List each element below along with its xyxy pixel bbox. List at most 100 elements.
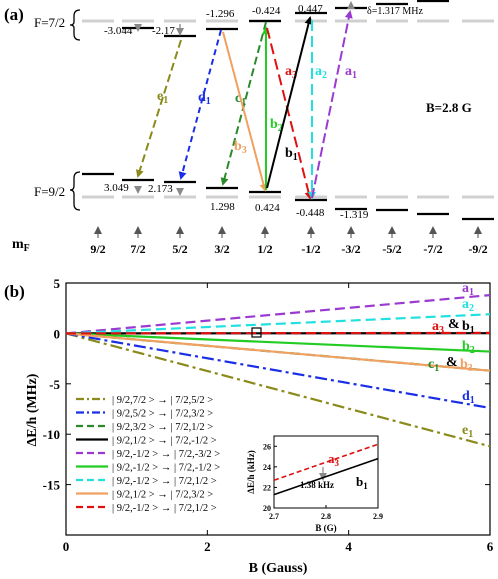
y-tick-label: -15 <box>43 478 61 493</box>
upper-shift: 0.447 <box>298 3 323 15</box>
line-label-subscript: 1 <box>470 395 475 406</box>
transition-b1-label: b1 <box>285 146 298 163</box>
x-tick-label: 4 <box>345 539 352 554</box>
transition-letter: b <box>285 146 293 161</box>
inset-x-tick-label: 2.9 <box>373 512 383 521</box>
transition-arrows: e1d1c1b3b2a3b1a2a1 <box>135 10 357 200</box>
inset-b-sub: 1 <box>363 481 368 491</box>
legend-entry: | 9/2,1/2 > → | 7/2,3/2 > <box>112 490 213 501</box>
mf-value: 3/2 <box>214 242 229 256</box>
f-upper-brace <box>69 9 81 41</box>
inset-y-label: ΔE/h (kHz) <box>246 450 256 493</box>
line-label-c1: c1 <box>428 357 439 374</box>
inset-a-main: a <box>328 451 335 466</box>
inset-x-tick-label: 2.7 <box>269 512 279 521</box>
line-label-subscript: 1 <box>434 363 439 374</box>
transition-letter: a <box>285 64 292 79</box>
lower-shift: -0.448 <box>296 207 325 219</box>
x-axis-label: B (Gauss) <box>249 561 308 576</box>
mf-value: -3/2 <box>341 242 360 256</box>
f-upper-label: F=7/2 <box>34 15 65 30</box>
series-line-8 <box>65 332 491 372</box>
transition-subscript: 2 <box>322 70 327 81</box>
inset-x-tick-label: 2.8 <box>321 512 331 521</box>
upper-shift: -2.17 <box>152 25 175 37</box>
mf-value: -5/2 <box>382 242 401 256</box>
y-axis-label: ΔE/h (MHz) <box>25 373 40 446</box>
line-label-letter: a <box>462 281 469 296</box>
inset-b-main: b <box>356 474 363 489</box>
transition-letter: c <box>235 91 241 106</box>
transition-subscript: 3 <box>242 145 247 156</box>
transition-b2-label: b2 <box>270 117 283 134</box>
transition-subscript: 1 <box>241 97 246 108</box>
transition-a2-label: a2 <box>315 64 327 81</box>
series-line-1 <box>65 332 491 448</box>
transition-subscript: 1 <box>163 95 168 106</box>
legend-entry: | 9/2,7/2 > → | 7/2,5/2 > <box>112 395 213 406</box>
f-lower-brace <box>69 171 81 211</box>
transition-c1-label: c1 <box>235 91 246 108</box>
line-label-subscript: 2 <box>469 303 474 314</box>
transition-d1-label: d1 <box>198 90 211 107</box>
lower-shift: 3.049 <box>104 182 129 194</box>
line-label-letter: & <box>448 317 460 332</box>
inset-y-tick-label: 20 <box>263 504 271 513</box>
series-line-7 <box>65 313 491 335</box>
legend-entry: | 9/2,3/2 > → | 7/2,1/2 > <box>112 422 213 433</box>
mf-axis-main: m <box>12 237 24 252</box>
series-line-9 <box>65 331 491 335</box>
mf-value: 7/2 <box>130 242 145 256</box>
inset-note: 1.38 kHz <box>300 480 334 490</box>
line-label-subscript: 1 <box>470 325 475 336</box>
transition-letter: a <box>345 64 352 79</box>
line-label-&: & <box>446 355 458 370</box>
line-label-b3: b3 <box>460 357 473 374</box>
transition-a1-label: a1 <box>345 64 357 81</box>
line-label-&: & <box>448 317 460 332</box>
field-label: B=2.8 G <box>426 100 472 115</box>
transition-letter: b <box>234 139 242 154</box>
line-label-d1: d1 <box>462 389 475 406</box>
plot-frame <box>65 282 491 536</box>
transition-subscript: 2 <box>278 123 283 134</box>
transition-b3-arrow <box>222 31 268 192</box>
mf-row: 9/2 7/2 5/2 3/2 1/2 -1/2 -3/2 -5/2 -7/2 -9/2 <box>90 226 488 256</box>
legend: | 9/2,7/2 > → | 7/2,5/2 > | 9/2,5/2 > → |… <box>76 395 220 514</box>
mf-value: -7/2 <box>423 242 442 256</box>
mf-value: -1/2 <box>301 242 320 256</box>
x-tick-label: 2 <box>204 539 211 554</box>
legend-entry: | 9/2,-1/2 > → | 7/2,1/2 > <box>112 503 217 514</box>
legend-entry: | 9/2,-1/2 > → | 7/2,1/2 > <box>112 476 217 487</box>
inset-plot: ΔE/h (kHz) B (G) 1.38 kHz a3 b1 2.7 2.8 2.… <box>246 435 383 533</box>
upper-shift: -3.044 <box>104 25 133 37</box>
transition-letter: e <box>157 89 163 104</box>
panel-a: (a) F=7/2 F=9/2 e1d1c1b3b2a3b1a2a1 -3.04… <box>4 0 494 256</box>
transition-b3-label: b3 <box>234 139 247 156</box>
line-label-letter: e <box>462 423 468 438</box>
line-label-letter: & <box>446 355 458 370</box>
inset-a-sub: 3 <box>335 458 340 468</box>
transition-letter: a <box>315 64 322 79</box>
lower-shift: 2.173 <box>148 183 173 195</box>
inset-y-tick-label: 24 <box>263 463 271 472</box>
legend-entry: | 9/2,5/2 > → | 7/2,3/2 > <box>112 409 213 420</box>
line-label-subscript: 1 <box>468 429 473 440</box>
inset-series <box>273 443 379 496</box>
shift-labels: -3.044 -2.17 -1.296 -0.424 0.447 3.049 2.173 1.… <box>104 3 423 221</box>
line-label-a2: a2 <box>462 297 474 314</box>
mf-value: -9/2 <box>468 242 487 256</box>
transition-d1-arrow <box>178 29 222 180</box>
line-label-b2: b2 <box>462 339 475 356</box>
mf-axis-sub: F <box>24 243 30 254</box>
delta-label: δ=1.317 MHz <box>367 6 423 17</box>
series-line-6 <box>65 332 491 353</box>
inset-ticks: 2.7 2.8 2.9 20 22 24 26 <box>263 442 383 521</box>
x-tick-label: 6 <box>487 539 494 554</box>
panel-a-label: (a) <box>4 5 24 24</box>
mf-value: 9/2 <box>90 242 105 256</box>
transition-letter: b <box>270 117 278 132</box>
inset-y-tick-label: 22 <box>263 483 271 492</box>
transition-a1-arrow <box>311 10 353 199</box>
